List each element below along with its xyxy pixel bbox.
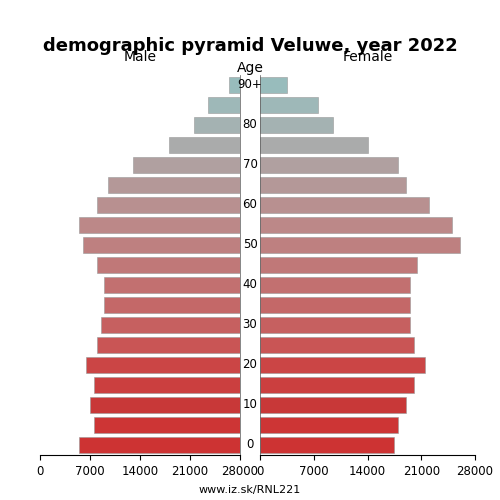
Bar xyxy=(230,77,240,93)
Bar xyxy=(108,177,240,193)
Bar xyxy=(260,77,287,93)
Text: demographic pyramid Veluwe, year 2022: demographic pyramid Veluwe, year 2022 xyxy=(42,37,458,55)
Bar xyxy=(260,377,414,393)
Bar xyxy=(260,357,425,373)
Bar xyxy=(260,217,452,233)
Bar xyxy=(97,257,240,273)
Bar xyxy=(94,377,240,393)
Bar xyxy=(104,297,240,313)
Bar xyxy=(260,437,394,453)
Text: 60: 60 xyxy=(242,198,258,211)
Text: 30: 30 xyxy=(242,318,258,332)
Text: Female: Female xyxy=(342,50,392,64)
Bar xyxy=(80,217,240,233)
Text: Male: Male xyxy=(124,50,156,64)
Text: 0: 0 xyxy=(246,438,254,452)
Bar xyxy=(260,397,406,413)
Bar xyxy=(94,417,240,433)
Bar xyxy=(260,297,410,313)
Bar xyxy=(168,137,240,153)
Bar xyxy=(100,317,240,333)
Bar xyxy=(260,417,398,433)
Bar xyxy=(104,277,240,293)
Bar xyxy=(260,317,410,333)
Bar xyxy=(260,137,368,153)
Text: 50: 50 xyxy=(242,238,258,252)
Bar xyxy=(260,237,460,253)
Bar xyxy=(260,97,318,113)
Bar xyxy=(97,337,240,353)
Bar xyxy=(260,257,418,273)
Bar xyxy=(194,117,240,133)
Text: 80: 80 xyxy=(242,118,258,132)
Bar xyxy=(260,117,333,133)
Text: 40: 40 xyxy=(242,278,258,291)
Bar xyxy=(260,177,406,193)
Text: 20: 20 xyxy=(242,358,258,372)
Text: 70: 70 xyxy=(242,158,258,172)
Bar xyxy=(260,337,414,353)
Bar xyxy=(97,197,240,213)
Bar xyxy=(80,437,240,453)
Bar xyxy=(260,157,398,173)
Bar xyxy=(83,237,240,253)
Text: 90+: 90+ xyxy=(238,78,262,92)
Bar xyxy=(260,277,410,293)
Text: www.iz.sk/RNL221: www.iz.sk/RNL221 xyxy=(199,485,301,495)
Bar xyxy=(133,157,240,173)
Bar xyxy=(260,197,429,213)
Text: 10: 10 xyxy=(242,398,258,411)
Text: Age: Age xyxy=(236,61,264,75)
Bar xyxy=(86,357,240,373)
Bar xyxy=(90,397,240,413)
Bar xyxy=(208,97,240,113)
